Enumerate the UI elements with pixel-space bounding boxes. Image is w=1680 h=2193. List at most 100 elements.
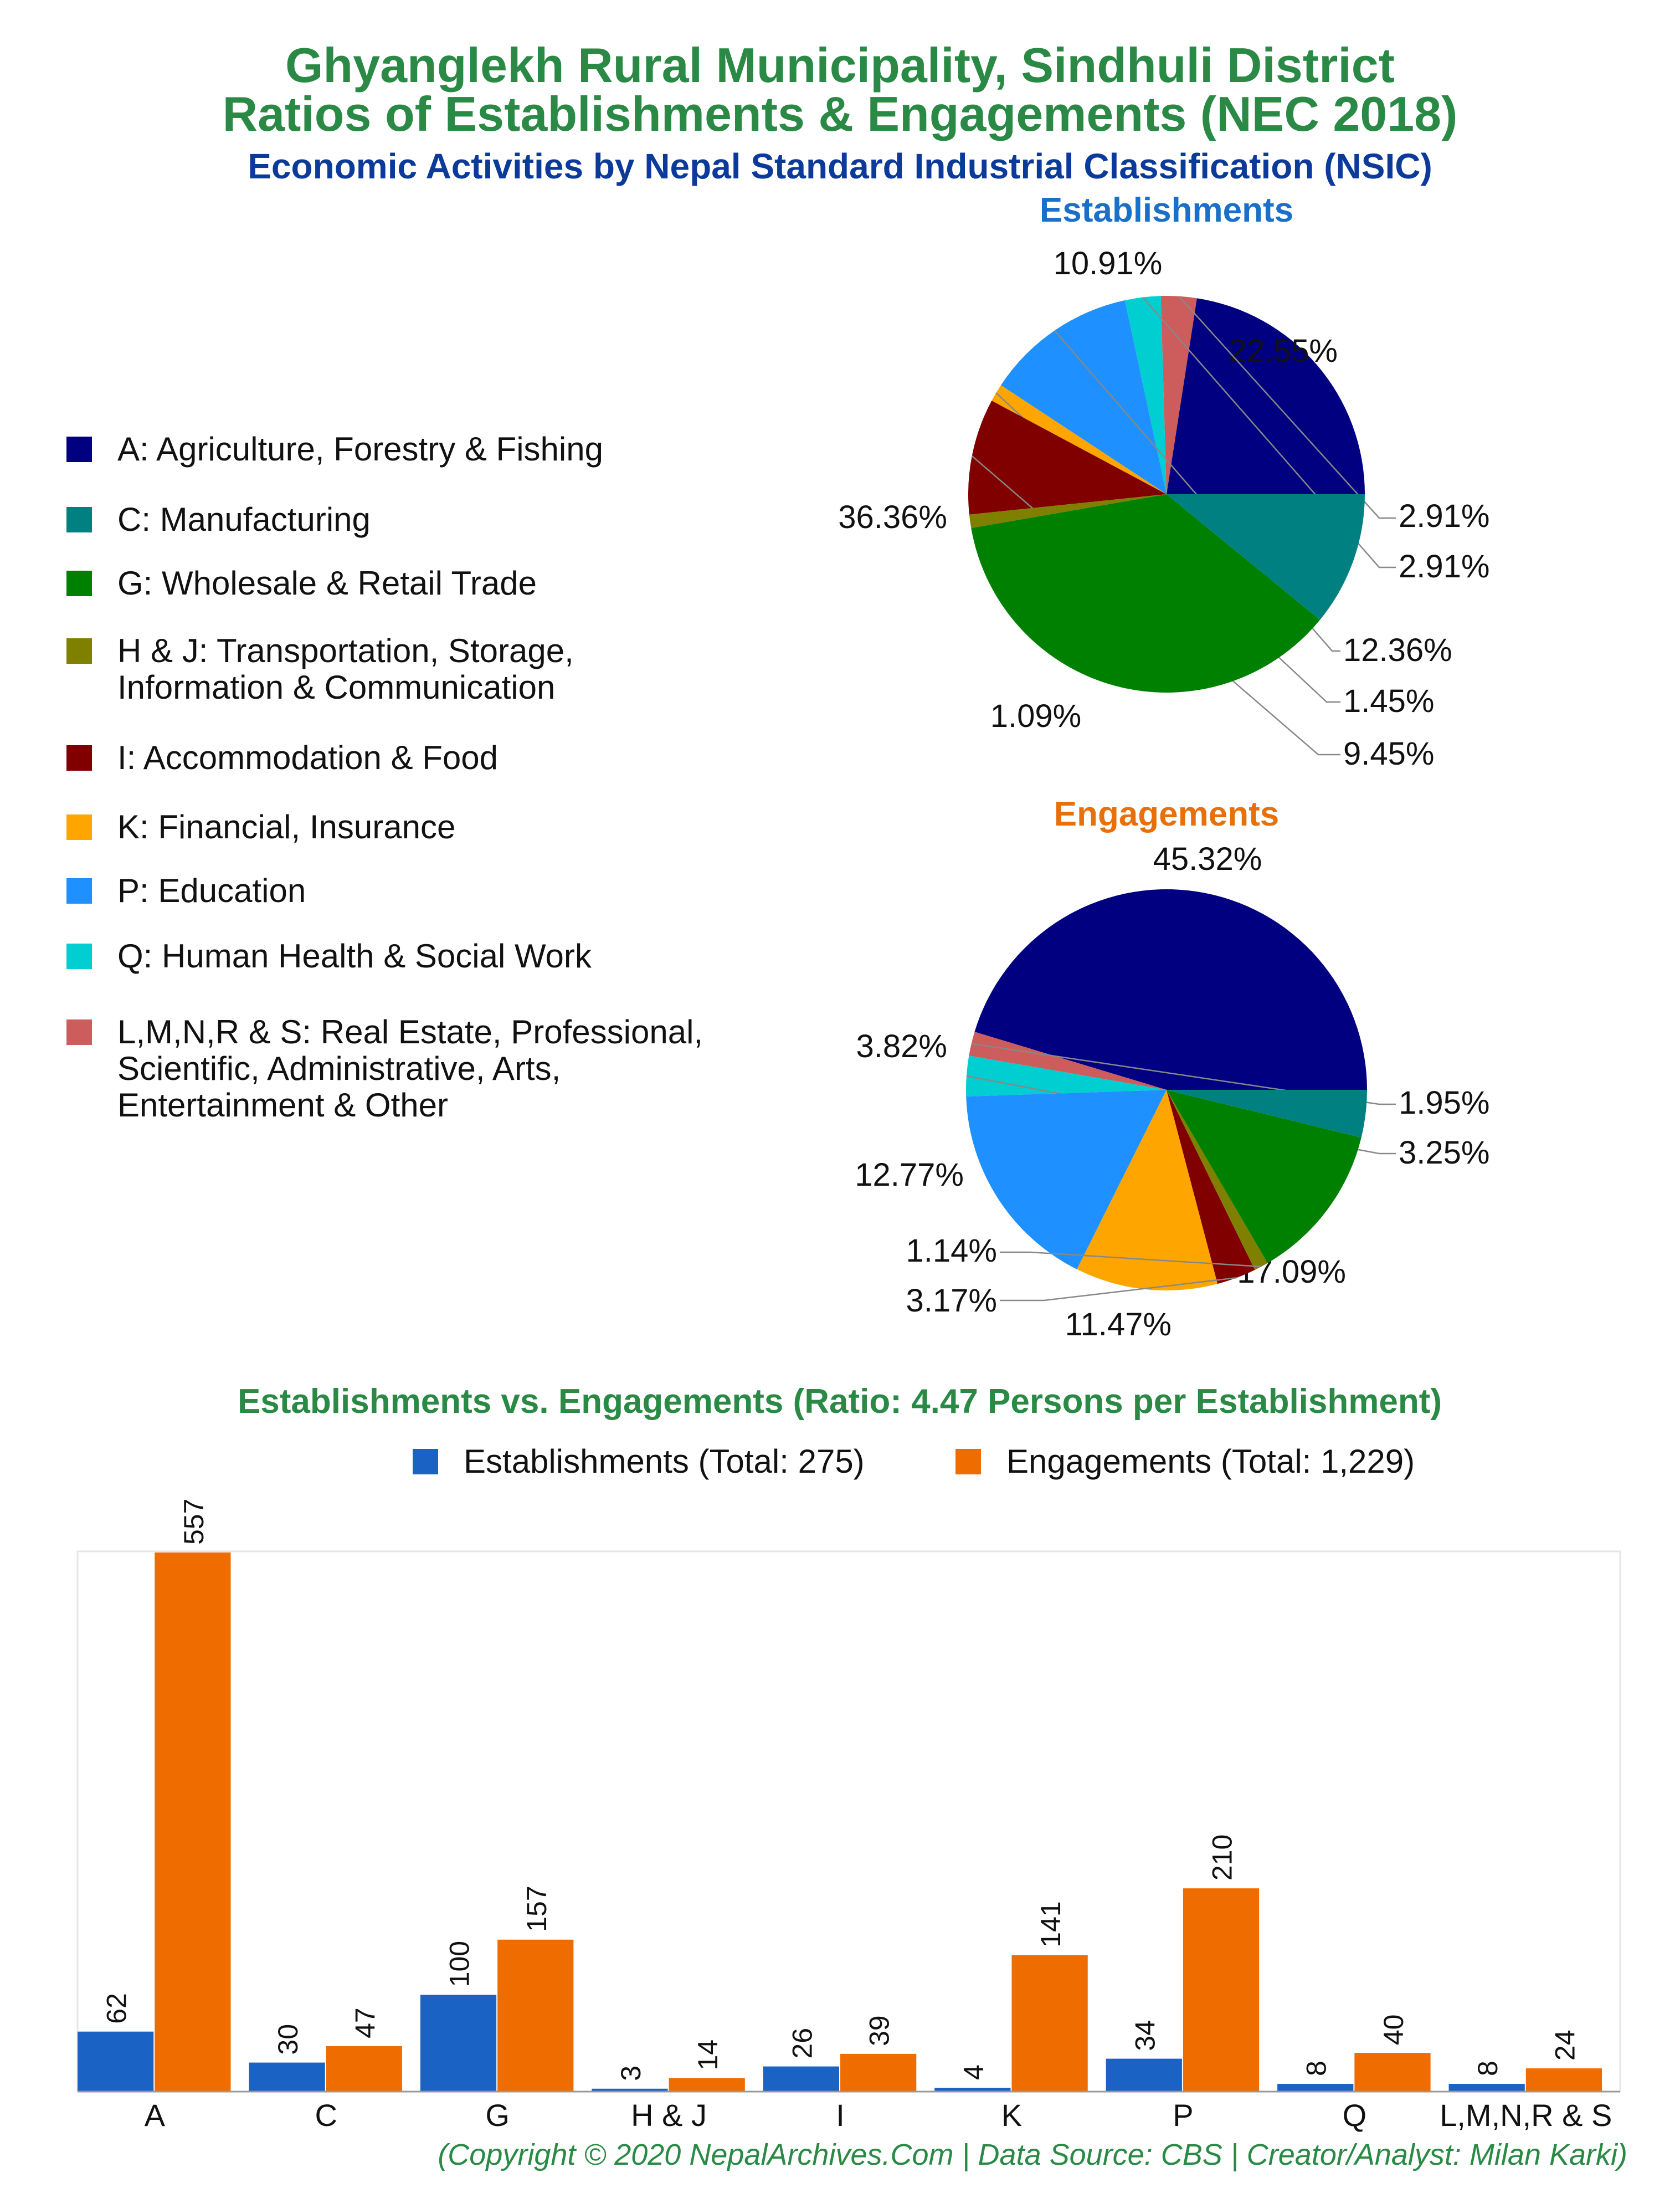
x-tick-label: G [485,2098,510,2133]
x-tick-label: A [145,2098,166,2133]
x-tick-label: I [836,2098,845,2133]
bar-h-j-establishments [592,2088,668,2092]
bar-legend-swatch [955,1449,981,1474]
pie-slice-l-m-n-r-s [969,1032,1167,1090]
pie-slice-k [1077,1090,1218,1290]
bar-h-j-engagements [669,2078,745,2092]
pie-slice-k [991,385,1167,494]
bar-value-label: 100 [444,1941,475,1987]
bar-i-engagements [840,2053,917,2092]
bar-g-engagements [497,1939,574,2092]
pie-slice-g [1167,1090,1362,1263]
x-tick-label: H & J [631,2098,707,2133]
legend-label: K: Financial, Insurance [117,808,456,846]
pie-leader-line [1142,296,1396,568]
main-subtitle: Ratios of Establishments & Engagements (… [222,86,1458,141]
pie-data-label: 2.91% [1399,498,1489,534]
bar-i-establishments [763,2066,840,2092]
pie-slice-c [1167,1090,1367,1138]
pie-slice-h-j [1167,1090,1268,1270]
legend-swatch [66,1019,92,1045]
bar-q-establishments [1277,2084,1354,2092]
pie-slice-a [974,889,1367,1090]
bar-value-label: 39 [864,2015,895,2046]
legend-label: L,M,N,R & S: Real Estate, Professional, … [117,1013,703,1124]
pie-data-label: 45.32% [1153,841,1262,877]
main-title: Ghyanglekh Rural Municipality, Sindhuli … [285,38,1395,93]
x-tick-label: Q [1343,2098,1367,2133]
pie-title: Establishments [1040,191,1293,229]
pie-data-label: 1.95% [1399,1085,1489,1121]
pie-slice-q [966,1055,1167,1097]
legend-label: P: Education [117,872,306,909]
legend-swatch [66,944,92,969]
bar-a-engagements [155,1552,231,2092]
bar-c-establishments [249,2062,325,2092]
pie-data-label: 10.91% [1054,245,1163,281]
bar-value-label: 210 [1207,1835,1238,1881]
engagements-pie-chart: Engagements45.32%1.95%3.25%17.09%11.47%3… [855,795,1489,1343]
bar-value-label: 8 [1472,2061,1503,2076]
legend-label: A: Agriculture, Forestry & Fishing [117,431,603,468]
bar-value-label: 62 [101,1993,132,2024]
bar-value-label: 3 [615,2066,646,2081]
legend-swatch [66,814,92,840]
classification-subtitle: Economic Activities by Nepal Standard In… [248,146,1432,186]
bar-q-engagements [1354,2053,1431,2092]
plot-area [76,1550,1621,2093]
pie-leader-line [971,1043,1396,1105]
pie-slice-l-m-n-r-s [1160,296,1197,494]
legend-swatch [66,878,92,904]
bar-l-m-n-r-s-engagements [1525,2068,1602,2092]
legend-label: C: Manufacturing [117,501,371,538]
pie-slice-h-j [969,494,1167,529]
bar-a-establishments [78,2031,154,2092]
pie-data-label: 3.25% [1399,1135,1489,1171]
pie-slice-p [1000,300,1167,494]
pie-leader-line [1000,1251,1262,1268]
bar-value-label: 47 [350,2007,381,2038]
legend-swatch [66,507,92,532]
bar-value-label: 30 [273,2024,304,2055]
bar-legend-label: Establishments (Total: 275) [464,1443,865,1480]
pie-data-label: 12.36% [1343,632,1452,668]
bar-g-establishments [420,1995,497,2092]
bar-value-label: 8 [1301,2061,1332,2076]
pie-data-label: 11.47% [1065,1306,1172,1343]
pie-slice-p [966,1090,1167,1269]
pie-data-label: 1.45% [1343,683,1434,719]
pie-data-label: 2.91% [1399,549,1489,585]
pie-slice-i [968,401,1167,515]
pie-data-label: 36.36% [838,499,947,535]
legend-label: G: Wholesale & Retail Trade [117,565,537,602]
pie-title: Engagements [1054,795,1280,833]
x-tick-label: P [1173,2098,1193,2133]
pie-leader-line [1054,330,1340,652]
legend-swatch [66,638,92,664]
pie-data-label: 9.45% [1343,736,1434,772]
bar-k-engagements [1011,1955,1088,2092]
bar-value-label: 34 [1129,2020,1160,2051]
pie-data-label: 12.77% [855,1157,964,1193]
legend-label: I: Accommodation & Food [117,739,499,776]
bar-k-establishments [934,2088,1011,2092]
bar-value-label: 557 [178,1499,209,1545]
bar-value-label: 24 [1549,2030,1580,2061]
copyright-note: (Copyright © 2020 NepalArchives.Com | Da… [438,2138,1627,2171]
pie-data-label: 1.09% [990,698,1081,734]
bar-value-label: 4 [958,2064,989,2080]
legend-label: Q: Human Health & Social Work [117,937,592,975]
x-tick-label: C [315,2098,337,2133]
bar-chart-title: Establishments vs. Engagements (Ratio: 4… [238,1382,1442,1421]
bar-value-label: 141 [1035,1901,1066,1947]
pie-data-label: 3.82% [856,1028,947,1064]
legend-swatch [66,745,92,771]
bar-value-label: 157 [521,1885,552,1931]
pie-leader-line [1178,295,1396,519]
pie-slice-g [971,494,1321,693]
bar-legend-swatch [413,1449,438,1474]
bar-l-m-n-r-s-establishments [1448,2084,1525,2092]
bar-legend-label: Engagements (Total: 1,229) [1006,1443,1415,1480]
pie-leader-line [1000,1277,1237,1302]
establishments-pie-chart: Establishments 22.55% 2.91% 2.91% 12.36% 1.45… [838,191,1489,772]
